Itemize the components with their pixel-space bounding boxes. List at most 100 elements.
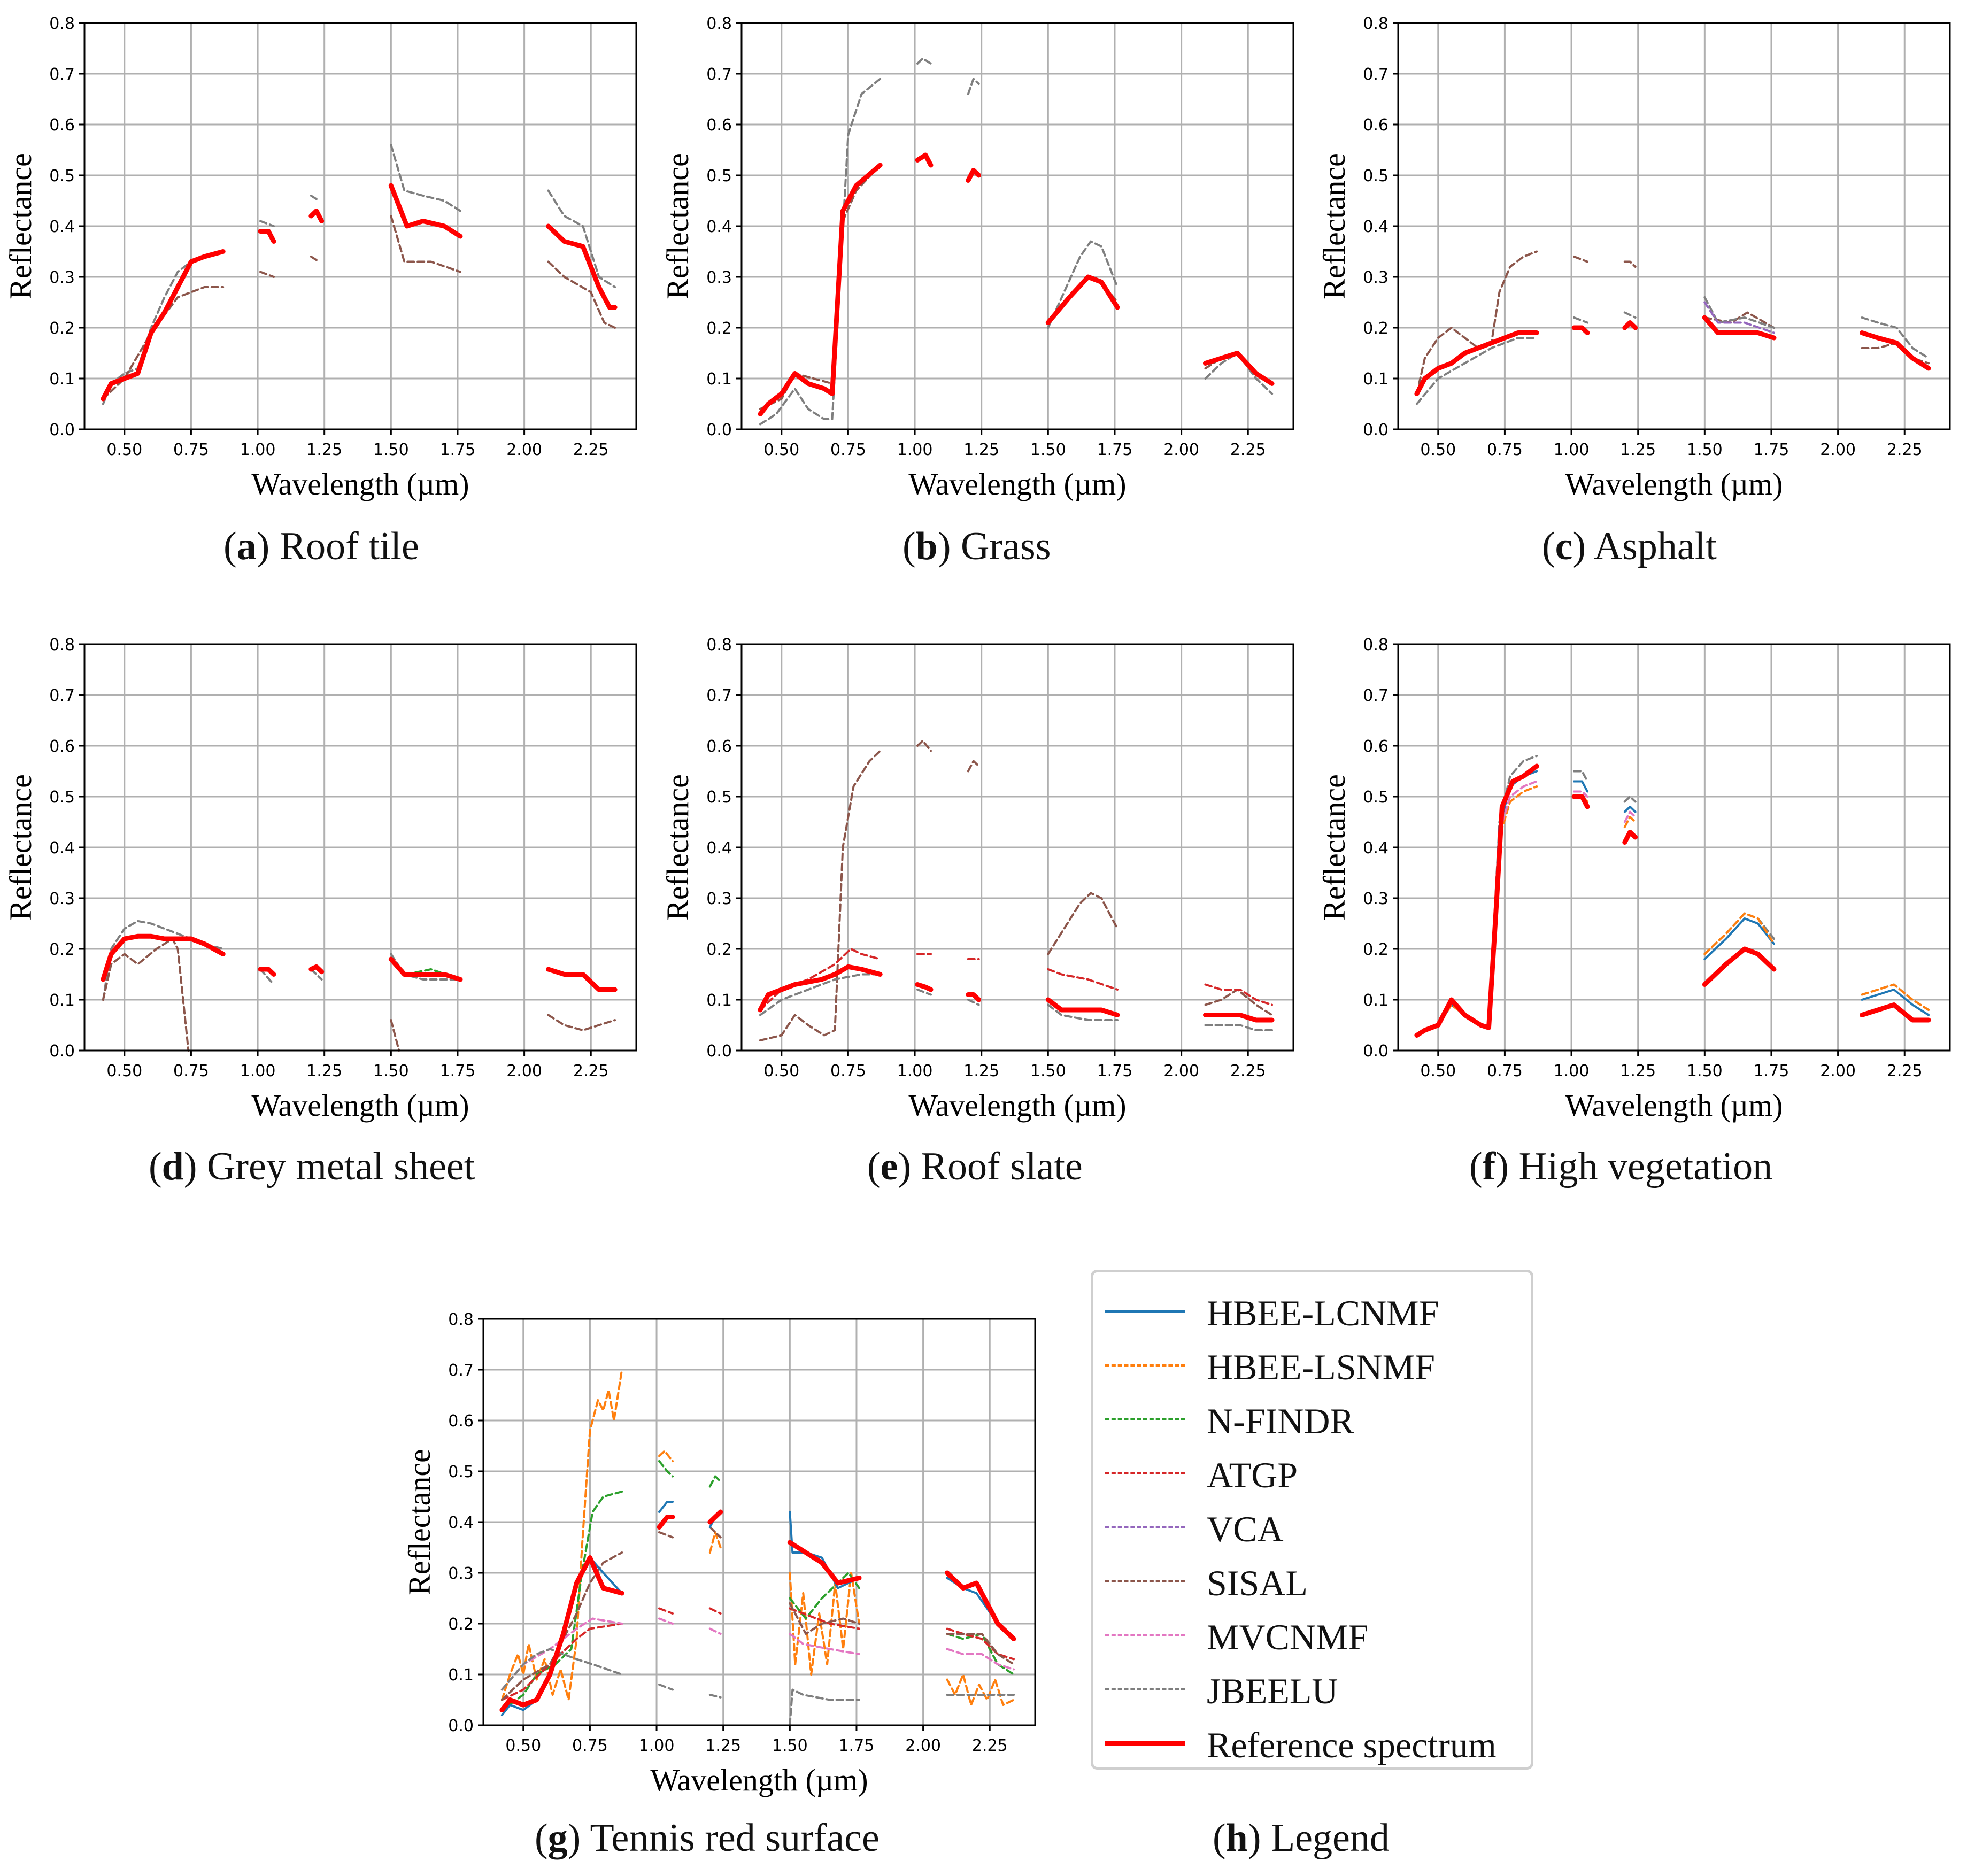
series-reference-spectrum (101, 933, 618, 992)
x-tick-label: 1.25 (306, 441, 342, 459)
series-reference-spectrum (758, 152, 1275, 416)
legend-label: Reference spectrum (1207, 1725, 1497, 1765)
y-tick-label: 0.8 (1363, 14, 1389, 33)
series-line-n-findr (658, 1460, 674, 1478)
y-tick-label: 0.1 (706, 991, 732, 1010)
x-tick-label: 1.25 (963, 441, 999, 459)
series-line-vca (1703, 301, 1775, 334)
legend-label: ATGP (1207, 1455, 1298, 1495)
x-tick-label: 0.50 (763, 441, 799, 459)
caption-f: (f) High vegetation (1469, 1145, 1773, 1188)
series-line-reference-spectrum (1622, 830, 1638, 845)
series-line-sisal (390, 1019, 400, 1052)
y-tick-label: 0.0 (49, 421, 75, 439)
series-line-reference-spectrum (1045, 997, 1120, 1017)
x-tick-label: 0.50 (106, 1062, 142, 1080)
series-line-hbee-lsnmf (1623, 816, 1637, 828)
legend-item-atgp: ATGP (1093, 1448, 1531, 1502)
y-axis-label: Reflectance (1317, 774, 1352, 921)
x-axis-label: Wavelength (µm) (251, 467, 469, 501)
y-tick-label: 0.6 (706, 116, 732, 135)
x-tick-label: 2.00 (506, 1062, 542, 1080)
series-line-reference-spectrum (1702, 315, 1777, 341)
series-line-n-findr (789, 1572, 860, 1620)
series-line-sisal (759, 750, 882, 1041)
series-line-sisal (310, 256, 320, 263)
chart-panel-a: 0.0 0.1 0.2 0.3 0.4 0.5 0.6 0.7 0.8 0.50 0.75 1.00 1… (3, 14, 637, 501)
plot-frame (1397, 643, 1951, 1052)
series-line-sisal (708, 1526, 722, 1539)
x-tick-label: 2.00 (1820, 441, 1856, 459)
caption-a: (a) Roof tile (223, 524, 419, 568)
series-line-mvcnmf (708, 1627, 722, 1635)
legend-item-mvcnmf: MVCNMF (1093, 1610, 1531, 1664)
series-jbeelu (759, 57, 1274, 426)
series-line-jbeelu (1623, 796, 1637, 803)
x-tick-label: 1.50 (1687, 441, 1723, 459)
series-line-jbeelu (1047, 1003, 1119, 1021)
y-axis-label: Reflectance (660, 153, 695, 299)
x-tick-label: 2.25 (972, 1736, 1008, 1755)
series-line-sisal (1047, 892, 1119, 955)
series-line-reference-spectrum (1860, 330, 1931, 371)
series-line-reference-spectrum (388, 956, 463, 982)
x-tick-label: 1.75 (1097, 441, 1133, 459)
y-tick-label: 0.6 (1363, 737, 1389, 756)
series-line-atgp (789, 1607, 860, 1630)
y-tick-label: 0.5 (49, 167, 75, 186)
y-tick-label: 0.1 (1363, 370, 1389, 389)
series-line-reference-spectrum (657, 1515, 675, 1530)
legend-swatch (1105, 1472, 1185, 1474)
legend-label: MVCNMF (1207, 1617, 1369, 1657)
series-line-hbee-lsnmf (946, 1673, 1015, 1706)
legend-item-hbee-lcnmf: HBEE-LCNMF (1093, 1286, 1531, 1340)
y-tick-label: 0.0 (448, 1717, 474, 1735)
x-tick-label: 1.00 (639, 1736, 675, 1755)
y-axis-label: Reflectance (660, 774, 695, 921)
series-line-sisal (500, 1551, 623, 1701)
series-line-jbeelu (1573, 316, 1588, 324)
y-tick-label: 0.0 (1363, 1042, 1389, 1061)
series-line-reference-spectrum (1622, 320, 1638, 330)
series-line-n-findr (708, 1475, 722, 1488)
series-mvcnmf (1498, 780, 1637, 833)
series-line-hbee-lcnmf (1623, 806, 1637, 813)
series-line-hbee-lsnmf (1861, 983, 1930, 1011)
series-line-reference-spectrum (915, 152, 934, 168)
series-line-mvcnmf (658, 1617, 674, 1625)
x-tick-label: 1.50 (373, 1062, 409, 1080)
series-line-reference-spectrum (1702, 946, 1777, 987)
series-vca (1703, 301, 1775, 334)
legend-swatch (1105, 1580, 1185, 1582)
series-line-reference-spectrum (308, 209, 325, 223)
y-tick-label: 0.4 (448, 1514, 474, 1532)
legend-label: N-FINDR (1207, 1401, 1354, 1441)
series-line-jbeelu (259, 968, 275, 986)
x-tick-label: 0.75 (173, 441, 209, 459)
x-tick-label: 1.00 (897, 1062, 933, 1080)
y-tick-label: 0.7 (49, 686, 75, 705)
y-tick-label: 0.3 (49, 890, 75, 908)
x-tick-label: 2.25 (1887, 1062, 1923, 1080)
series-line-jbeelu (916, 57, 932, 65)
y-tick-label: 0.7 (1363, 65, 1389, 84)
y-tick-label: 0.6 (49, 737, 75, 756)
series-line-jbeelu (1047, 240, 1119, 329)
y-tick-label: 0.5 (49, 788, 75, 807)
y-tick-label: 0.1 (49, 370, 75, 389)
x-tick-label: 1.00 (1554, 1062, 1590, 1080)
x-tick-label: 2.00 (905, 1736, 941, 1755)
y-tick-label: 0.2 (49, 319, 75, 338)
y-tick-label: 0.5 (706, 788, 732, 807)
y-tick-label: 0.2 (706, 319, 732, 338)
legend-label: VCA (1207, 1509, 1284, 1549)
x-axis-label: Wavelength (µm) (1565, 467, 1783, 501)
y-tick-label: 0.1 (49, 991, 75, 1010)
series-line-reference-spectrum (101, 249, 226, 402)
series-jbeelu (500, 1648, 1015, 1726)
y-tick-label: 0.7 (706, 686, 732, 705)
y-tick-label: 0.3 (1363, 268, 1389, 287)
legend-swatch (1105, 1688, 1185, 1690)
series-sisal (102, 938, 616, 1052)
chart-panel-e: 0.0 0.1 0.2 0.3 0.4 0.5 0.6 0.7 0.8 0.50 0.75 1.00 1… (660, 636, 1294, 1123)
